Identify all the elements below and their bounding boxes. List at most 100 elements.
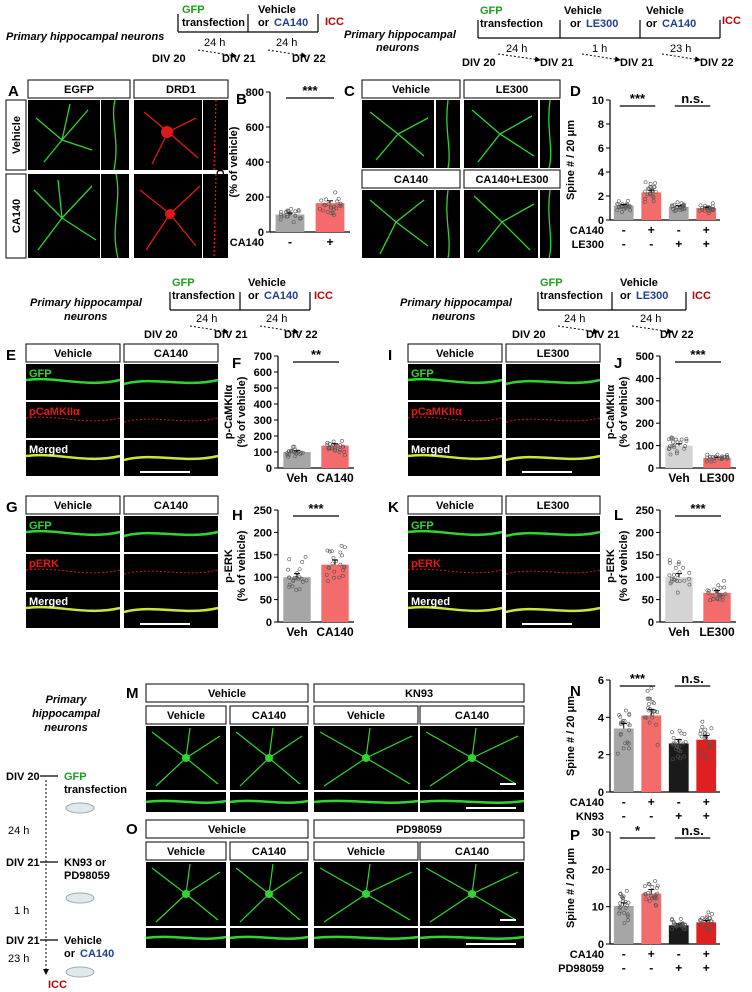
data-point (697, 208, 702, 213)
chart-b: B 0 200 400 600 800 DRD1 (% of vehicle) *** CA140… (215, 83, 350, 249)
data-point (643, 892, 648, 896)
data-point (684, 438, 689, 443)
data-point (654, 189, 658, 194)
y-tick-label: 150 (254, 550, 272, 562)
data-point (331, 439, 336, 444)
dendrite-signal (229, 935, 309, 940)
div-21a: DIV 21 (540, 57, 574, 69)
data-point (675, 451, 679, 456)
panel-letter: D (570, 83, 581, 100)
bar (641, 715, 662, 792)
neuron-soma (182, 754, 190, 762)
data-point (332, 575, 336, 580)
gfp-label: GFP (480, 5, 503, 17)
column-label: CA140 (455, 710, 489, 722)
data-point (678, 756, 683, 761)
column-label: Vehicle (436, 500, 474, 512)
y-tick-label: 100 (636, 572, 654, 584)
factor-mark: + (703, 809, 710, 823)
factor-mark: + (703, 237, 710, 251)
data-point (700, 207, 705, 212)
div-21a: DIV 21 (6, 857, 40, 869)
data-point (644, 897, 649, 902)
y-tick-label: 0 (648, 463, 654, 475)
data-point (723, 592, 728, 596)
micrograph-pcamkiiα (408, 402, 502, 438)
data-point (642, 884, 647, 889)
data-point (683, 444, 688, 449)
transfection-label: transfection (540, 290, 603, 302)
data-point (293, 213, 298, 218)
micrograph-pcamkiiα (506, 402, 600, 438)
micrograph-grids: E Vehicle CA140 GFP pCaMKIIα Merged G Vehicle CA… (6, 343, 601, 628)
data-point (647, 696, 652, 701)
y-axis-label-unit: (% of vehicle) (236, 376, 248, 447)
y-axis-label: DRD1 (215, 147, 227, 177)
gfp-label: GFP (182, 4, 205, 16)
data-point (673, 578, 677, 582)
channel-label: pCaMKIIα (411, 406, 462, 418)
data-point (715, 596, 720, 600)
data-point (652, 185, 656, 190)
data-point (296, 209, 301, 214)
micrograph-drd1-ca140-zoom (203, 174, 228, 258)
dendrite-signal (25, 377, 121, 385)
data-point (706, 910, 711, 915)
data-point (720, 594, 725, 599)
timeline-heading-3: neurons (44, 722, 87, 734)
y-tick-label: 700 (254, 351, 272, 363)
div-20: DIV 20 (462, 57, 496, 69)
dendrite-signal (25, 568, 121, 574)
data-point (338, 448, 342, 452)
data-point (296, 208, 301, 213)
icc-label: ICC (48, 979, 67, 991)
y-tick-label: 200 (246, 192, 264, 204)
dendrite-signal (505, 530, 601, 538)
column-label: CA140 (252, 846, 286, 858)
data-point (339, 543, 344, 548)
data-point (622, 921, 627, 926)
panel-m: M Vehicle KN93 Vehicle CA140 Vehicle CA140 (126, 683, 525, 812)
micrograph-pcamkiiα (26, 402, 120, 438)
bar (641, 192, 662, 220)
drug-label: CA140 (274, 17, 308, 29)
data-point (709, 919, 714, 924)
column-label: CA140 (252, 710, 286, 722)
data-point (725, 455, 730, 460)
neuron-dendrites (151, 863, 221, 923)
data-point (706, 211, 711, 216)
chart-h: H 0 50 100 150 200 250 p-ERK (% of vehicle) *** Ve… (223, 501, 354, 639)
y-tick-label: 4 (598, 167, 605, 179)
y-axis-label: p-ERK (605, 549, 617, 583)
data-point (667, 444, 672, 449)
gfp-label: GFP (172, 277, 195, 289)
data-point (677, 728, 682, 733)
data-point (655, 742, 660, 747)
data-point (620, 720, 625, 725)
neuron-dendrites (425, 863, 519, 923)
y-tick-label: 500 (636, 351, 654, 363)
data-point (325, 440, 330, 445)
neuron-soma (468, 754, 476, 762)
data-point (327, 549, 332, 554)
y-tick-label: 0 (266, 617, 272, 629)
data-point (340, 439, 344, 443)
data-point (297, 575, 302, 580)
data-point (698, 918, 703, 923)
x-tick-label: CA140 (316, 625, 354, 639)
data-point (332, 569, 337, 574)
data-point (284, 214, 289, 219)
dendrite-signal (25, 416, 121, 422)
timeline-heading-2: neurons (376, 42, 419, 54)
data-point (668, 581, 673, 586)
data-point (682, 578, 687, 583)
timeline-mid-left: Primary hippocampal neurons GFP transfec… (30, 277, 333, 341)
data-point (285, 452, 290, 457)
bar (696, 739, 717, 792)
data-point (680, 924, 685, 929)
significance-label: *** (302, 83, 318, 98)
interval-1: 24 h (8, 825, 29, 837)
chart-l: L 0 50 100 150 200 250 p-ERK (% of vehicle) *** Ve… (605, 501, 736, 639)
column-label: Vehicle (167, 846, 205, 858)
data-point (336, 444, 340, 449)
